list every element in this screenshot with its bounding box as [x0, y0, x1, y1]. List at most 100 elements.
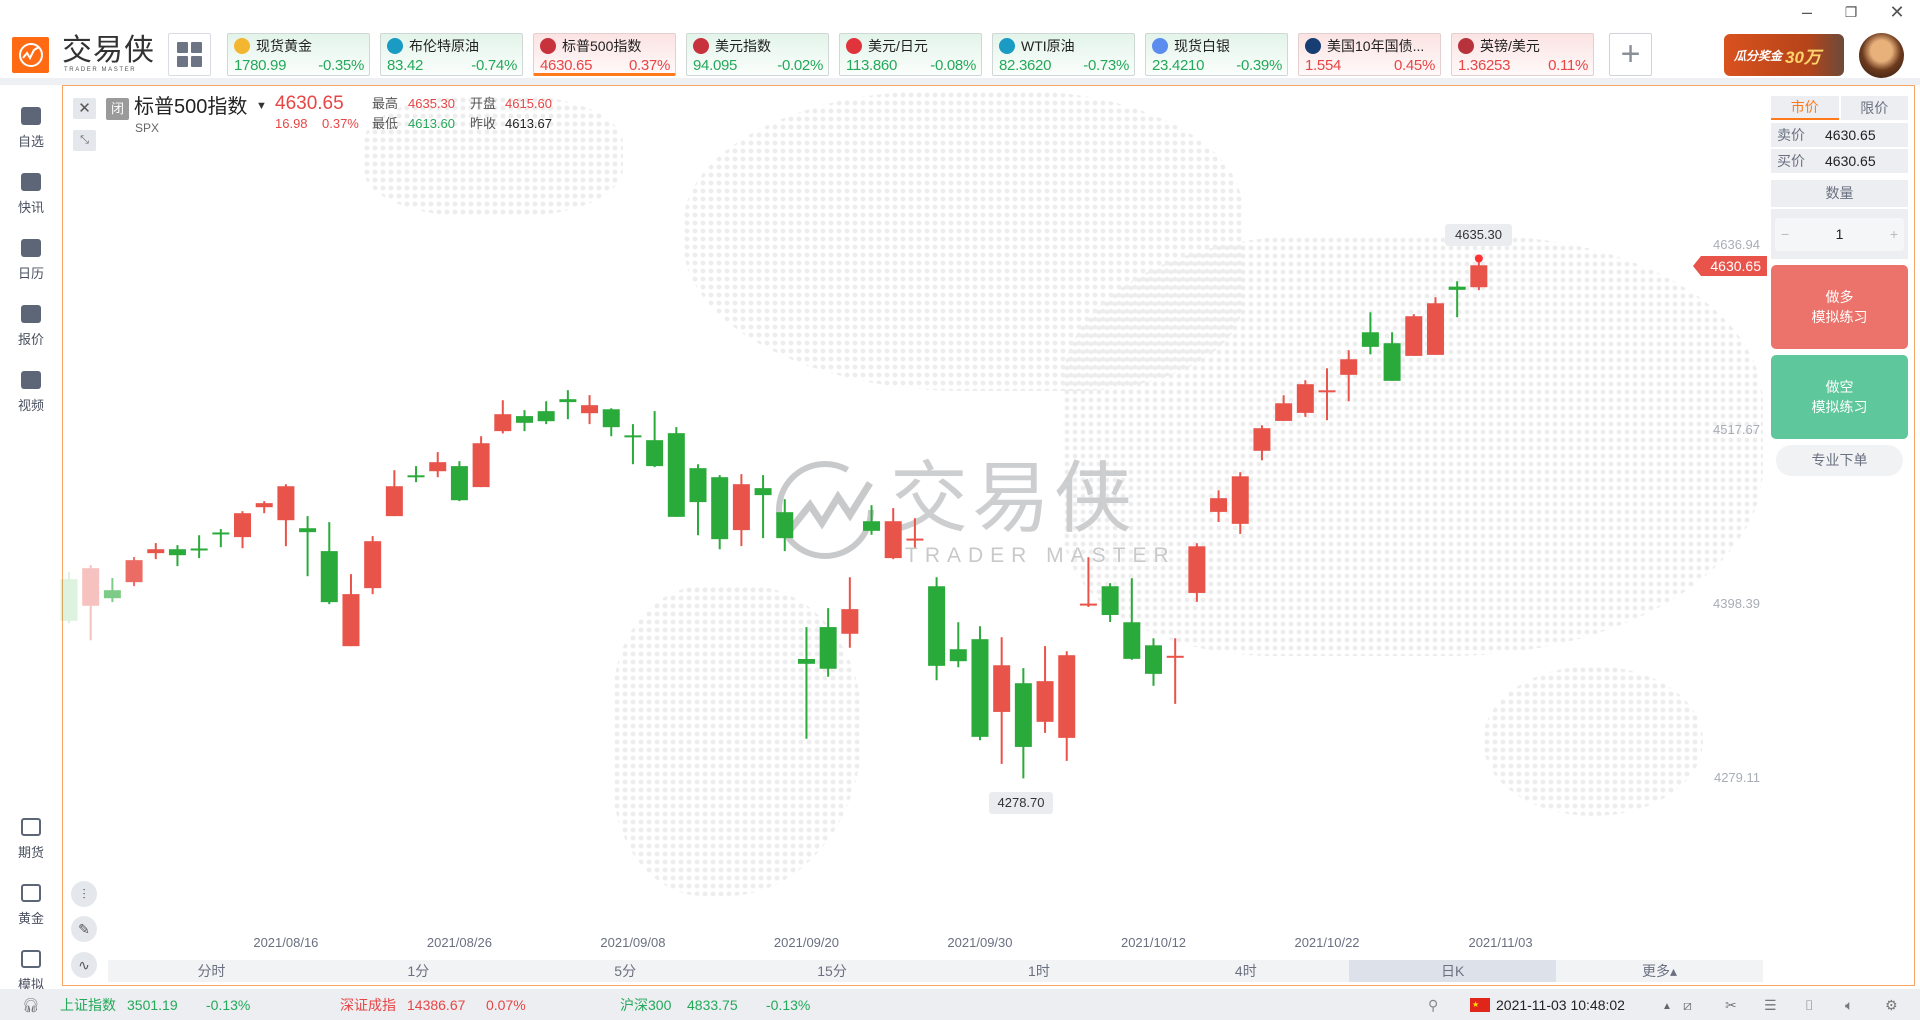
headset-icon[interactable]: 🎧︎: [22, 997, 40, 1013]
ticker-6[interactable]: 现货白银 23.4210 -0.39%: [1145, 33, 1288, 76]
sidebar-item-video[interactable]: 视频: [0, 371, 62, 414]
tab-limit-price[interactable]: 限价: [1840, 96, 1908, 120]
candle[interactable]: [342, 574, 360, 647]
candle[interactable]: [407, 466, 425, 483]
tools-icon[interactable]: ✂: [1725, 997, 1737, 1013]
sidebar-item-wallet[interactable]: 模拟: [0, 950, 62, 993]
candle[interactable]: [190, 535, 208, 559]
go-long-button[interactable]: 做多 模拟练习: [1771, 265, 1908, 349]
candle[interactable]: [1123, 578, 1141, 660]
candle[interactable]: [212, 529, 230, 548]
mute-icon[interactable]: 🔈︎: [1845, 997, 1854, 1013]
candle[interactable]: [1448, 281, 1466, 318]
candle[interactable]: [1318, 368, 1336, 421]
instrument-name[interactable]: 标普500指数: [134, 96, 248, 118]
candle[interactable]: [1014, 668, 1032, 779]
candle[interactable]: [863, 505, 881, 535]
layout-grid-button[interactable]: [168, 33, 211, 76]
candle[interactable]: [277, 484, 295, 547]
index-name[interactable]: 上证指数: [60, 997, 116, 1013]
camera-icon[interactable]: ⌷: [1805, 997, 1814, 1013]
candle[interactable]: [884, 508, 902, 560]
ticker-4[interactable]: 美元/日元 113.860 -0.08%: [839, 33, 982, 76]
candle[interactable]: [689, 464, 707, 536]
collapse-icon[interactable]: ⤡: [73, 130, 96, 151]
candle[interactable]: [1210, 490, 1228, 522]
ticker-3[interactable]: 美元指数 94.095 -0.02%: [686, 33, 829, 76]
candle[interactable]: [602, 408, 620, 437]
candle[interactable]: [841, 577, 859, 648]
list-icon[interactable]: ☰: [1764, 997, 1777, 1013]
candle[interactable]: [624, 424, 642, 465]
add-ticker-button[interactable]: +: [1609, 33, 1652, 76]
candle[interactable]: [299, 516, 317, 577]
candle[interactable]: [819, 608, 837, 677]
candle[interactable]: [472, 436, 490, 488]
timeframe-tab[interactable]: 15分: [817, 963, 847, 979]
ticker-1[interactable]: 布伦特原油 83.42 -0.74%: [380, 33, 523, 76]
candle[interactable]: [1079, 557, 1097, 607]
timeframe-tab[interactable]: 1分: [407, 963, 430, 979]
candle[interactable]: [147, 543, 165, 560]
timeframe-tab[interactable]: 分时: [197, 963, 226, 979]
candle[interactable]: [971, 626, 989, 741]
candle[interactable]: [1231, 472, 1249, 534]
candle[interactable]: [537, 401, 555, 425]
candle[interactable]: [1361, 312, 1379, 355]
candle[interactable]: [797, 627, 815, 739]
candle[interactable]: [1470, 258, 1488, 291]
timeframe-tab[interactable]: 4时: [1234, 963, 1257, 979]
sidebar-item-futures[interactable]: 期货: [0, 818, 62, 861]
candle[interactable]: [1405, 314, 1423, 356]
avatar[interactable]: [1859, 33, 1904, 78]
candle[interactable]: [1058, 651, 1076, 761]
candle[interactable]: [1166, 638, 1184, 704]
timeframe-tab[interactable]: 日K: [1349, 960, 1557, 982]
go-short-button[interactable]: 做空 模拟练习: [1771, 355, 1908, 439]
ticker-0[interactable]: 现货黄金 1780.99 -0.35%: [227, 33, 370, 76]
candle[interactable]: [1426, 297, 1444, 355]
timeframe-tab[interactable]: 5分: [614, 963, 637, 979]
candle[interactable]: [429, 452, 447, 478]
restore-button[interactable]: ❐: [1844, 4, 1858, 20]
candle[interactable]: [754, 475, 772, 539]
ticker-2[interactable]: 标普500指数 4630.65 0.37%: [533, 33, 676, 76]
candle[interactable]: [1340, 350, 1358, 402]
candle[interactable]: [494, 400, 512, 434]
candle[interactable]: [1253, 425, 1271, 461]
sidebar-item-gold[interactable]: 黄金: [0, 884, 62, 927]
increase-quantity-button[interactable]: +: [1889, 226, 1898, 242]
timeframe-tab[interactable]: 更多▴: [1642, 963, 1678, 979]
quantity-input[interactable]: 1: [1835, 226, 1844, 242]
candle[interactable]: [364, 536, 382, 595]
ticker-8[interactable]: 英镑/美元 1.36253 0.11%: [1451, 33, 1594, 76]
candle[interactable]: [234, 511, 252, 549]
candle[interactable]: [450, 461, 468, 502]
ticker-7[interactable]: 美国10年国债... 1.554 0.45%: [1298, 33, 1441, 76]
candle[interactable]: [1275, 395, 1293, 421]
draw-pencil-icon[interactable]: ✎: [71, 916, 97, 942]
candle[interactable]: [559, 390, 577, 420]
candle[interactable]: [711, 475, 729, 550]
expand-up-icon[interactable]: ▲: [1662, 1001, 1672, 1012]
candle[interactable]: [776, 499, 794, 552]
candle[interactable]: [667, 427, 685, 517]
candle[interactable]: [1145, 638, 1162, 686]
candle[interactable]: [732, 474, 750, 547]
candle[interactable]: [581, 395, 599, 425]
candle[interactable]: [320, 522, 338, 605]
candle[interactable]: [1296, 380, 1314, 417]
candle[interactable]: [125, 557, 143, 587]
no-display-icon[interactable]: ⧄: [1683, 997, 1692, 1013]
timeframe-tab[interactable]: 1时: [1028, 963, 1050, 979]
instrument-dropdown-icon[interactable]: ▼: [256, 100, 267, 112]
candle[interactable]: [82, 565, 100, 641]
minimize-button[interactable]: –: [1801, 2, 1812, 22]
close-window-button[interactable]: ✕: [1889, 2, 1905, 22]
sidebar-item-bookmark[interactable]: 自选: [0, 107, 62, 150]
promo-banner[interactable]: 瓜分奖金 30万: [1724, 34, 1844, 76]
index-name[interactable]: 沪深300: [620, 997, 672, 1013]
pro-order-button[interactable]: 专业下单: [1776, 445, 1903, 476]
candle[interactable]: [385, 470, 403, 517]
